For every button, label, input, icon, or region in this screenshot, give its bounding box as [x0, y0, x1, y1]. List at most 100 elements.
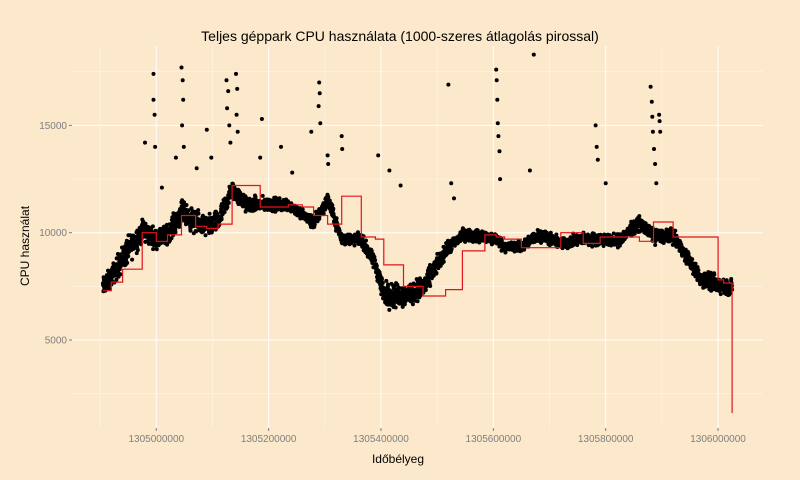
scatter-point — [415, 299, 420, 304]
outlier-point — [309, 129, 314, 134]
scatter-point — [150, 224, 155, 229]
outlier-point — [173, 155, 178, 160]
outlier-point — [151, 97, 156, 102]
chart-title: Teljes géppark CPU használata (1000-szer… — [201, 28, 599, 44]
scatter-point — [194, 229, 199, 234]
outlier-point — [159, 185, 164, 190]
outlier-point — [290, 170, 295, 175]
scatter-points — [100, 181, 735, 312]
scatter-point — [135, 244, 140, 249]
outlier-point — [650, 129, 655, 134]
scatter-point — [410, 302, 415, 307]
scatter-point — [554, 232, 559, 237]
scatter-point — [418, 293, 423, 298]
scatter-point — [373, 258, 378, 263]
x-tick-label: 1305000000 — [128, 434, 184, 445]
scatter-point — [356, 230, 360, 235]
outlier-point — [649, 99, 654, 104]
scatter-point — [695, 265, 700, 270]
outlier-point — [339, 134, 344, 139]
scatter-point — [184, 203, 189, 207]
outlier-point — [497, 149, 502, 154]
scatter-point — [130, 257, 135, 262]
outlier-point — [194, 166, 199, 171]
x-axis-title: Időbélyeg — [372, 452, 424, 466]
outlier-point — [227, 123, 232, 128]
scatter-point — [151, 247, 156, 252]
scatter-point — [423, 288, 428, 293]
scatter-point — [434, 271, 439, 276]
outlier-point — [235, 129, 240, 134]
scatter-point — [177, 222, 182, 227]
outlier-point — [498, 177, 503, 182]
scatter-point — [321, 211, 326, 216]
outlier-point — [495, 97, 500, 102]
y-tick-label: 5000 — [45, 336, 68, 347]
scatter-point — [441, 259, 446, 264]
scatter-point — [386, 282, 390, 287]
outlier-point — [153, 144, 158, 149]
outlier-point — [317, 91, 322, 96]
scatter-point — [391, 302, 396, 307]
scatter-point — [114, 277, 119, 282]
scatter-point — [334, 216, 339, 221]
scatter-point — [693, 261, 698, 266]
scatter-point — [118, 272, 123, 277]
scatter-point — [632, 231, 637, 236]
scatter-point — [718, 292, 723, 297]
scatter-point — [696, 268, 701, 273]
outlier-point — [340, 147, 345, 151]
outlier-point — [151, 71, 156, 76]
scatter-point — [200, 213, 205, 218]
scatter-point — [210, 229, 214, 234]
scatter-point — [260, 193, 265, 198]
scatter-point — [679, 242, 684, 247]
average-line — [102, 184, 733, 413]
outlier-point — [181, 97, 186, 102]
outlier-point — [235, 86, 240, 91]
scatter-point — [173, 230, 178, 235]
scatter-point — [277, 196, 282, 201]
scatter-point — [300, 207, 305, 212]
outlier-point — [398, 183, 403, 188]
outlier-point — [658, 129, 663, 134]
outlier-point — [653, 162, 658, 166]
scatter-point — [690, 257, 695, 262]
scatter-point — [393, 305, 398, 310]
scatter-point — [238, 193, 243, 197]
scatter-point — [219, 217, 224, 222]
outlier-points — [143, 52, 663, 201]
outlier-point — [648, 84, 653, 89]
scatter-point — [396, 285, 401, 290]
outlier-point — [279, 144, 283, 149]
outlier-point — [494, 78, 499, 83]
scatter-point — [365, 244, 370, 249]
outlier-point — [234, 71, 238, 76]
scatter-point — [326, 195, 331, 200]
outlier-point — [654, 181, 659, 186]
scatter-point — [673, 228, 678, 233]
scatter-point — [379, 277, 384, 282]
x-tick-label: 1305800000 — [578, 434, 634, 445]
outlier-point — [224, 78, 229, 83]
outlier-point — [180, 78, 185, 83]
scatter-point — [196, 211, 201, 216]
scatter-point — [331, 206, 336, 211]
outlier-point — [376, 153, 381, 158]
outlier-point — [531, 52, 536, 57]
outlier-point — [317, 80, 322, 85]
scatter-point — [312, 222, 317, 227]
outlier-point — [326, 162, 331, 166]
y-tick-label: 10000 — [39, 228, 67, 239]
scatter-point — [222, 210, 227, 215]
outlier-point — [494, 67, 499, 72]
outlier-point — [258, 155, 263, 160]
outlier-point — [259, 117, 264, 121]
scatter-point — [186, 208, 191, 213]
scatter-point — [617, 243, 622, 248]
outlier-point — [209, 155, 214, 160]
scatter-point — [126, 254, 131, 259]
outlier-point — [143, 140, 147, 145]
y-axis-ticks: 5000 10000 15000 — [39, 121, 72, 347]
